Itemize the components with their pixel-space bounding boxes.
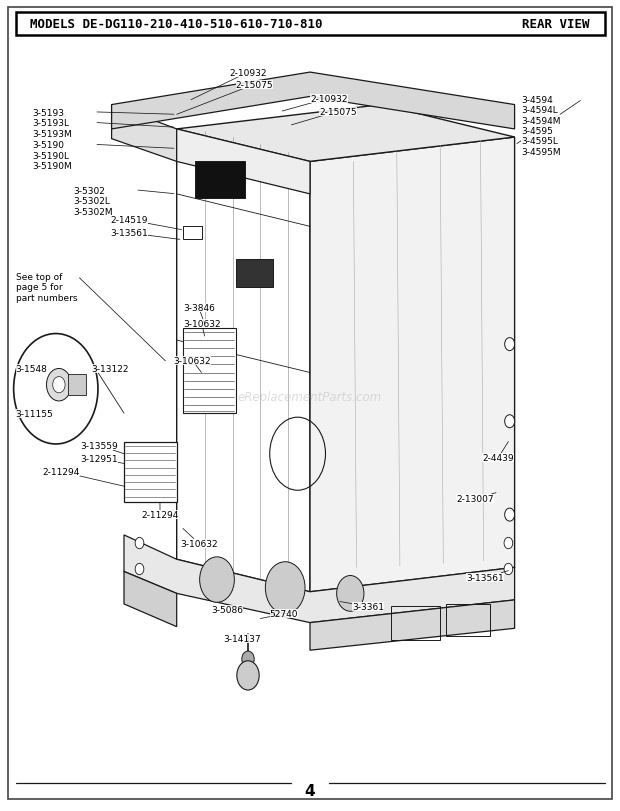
Text: 4: 4	[304, 783, 316, 798]
Circle shape	[46, 369, 71, 401]
Polygon shape	[112, 73, 515, 130]
Text: 52740: 52740	[260, 609, 298, 619]
Text: REAR VIEW: REAR VIEW	[522, 18, 589, 31]
Circle shape	[505, 508, 515, 521]
Text: 3-13559: 3-13559	[81, 441, 124, 454]
Circle shape	[200, 557, 234, 603]
Text: 3-13122: 3-13122	[92, 364, 129, 374]
Text: 2-13007: 2-13007	[456, 493, 496, 504]
Text: 3-5086: 3-5086	[211, 605, 243, 615]
Text: 2-14519: 2-14519	[110, 216, 182, 230]
Polygon shape	[112, 105, 177, 162]
Circle shape	[237, 661, 259, 690]
Text: 2-15075: 2-15075	[291, 107, 357, 126]
Text: 2-11294: 2-11294	[141, 503, 179, 520]
Circle shape	[242, 651, 254, 667]
Text: 3-4594
3-4594L
3-4594M
3-4595
3-4595L
3-4595M: 3-4594 3-4594L 3-4594M 3-4595 3-4595L 3-…	[521, 96, 560, 157]
Circle shape	[505, 338, 515, 351]
Text: 2-11294: 2-11294	[42, 467, 124, 487]
Circle shape	[14, 334, 98, 444]
Circle shape	[265, 562, 305, 614]
Text: 3-5193
3-5193L
3-5193M: 3-5193 3-5193L 3-5193M	[32, 109, 72, 139]
Circle shape	[337, 576, 364, 611]
Circle shape	[504, 538, 513, 549]
Polygon shape	[183, 328, 236, 414]
Text: 3-10632: 3-10632	[174, 356, 211, 373]
Circle shape	[505, 415, 515, 428]
Text: 3-3846: 3-3846	[183, 303, 215, 324]
Text: 3-13561: 3-13561	[110, 229, 180, 240]
Circle shape	[53, 377, 65, 393]
Text: 2-4439: 2-4439	[482, 442, 514, 463]
Polygon shape	[124, 442, 177, 503]
Text: 3-14137: 3-14137	[223, 633, 261, 643]
Text: MODELS DE-DG110-210-410-510-610-710-810: MODELS DE-DG110-210-410-510-610-710-810	[30, 18, 322, 31]
Text: 2-10932: 2-10932	[282, 94, 347, 112]
Text: 3-3361: 3-3361	[340, 602, 384, 611]
Polygon shape	[236, 260, 273, 288]
Text: 2-10932: 2-10932	[191, 68, 267, 101]
Polygon shape	[177, 105, 515, 162]
Text: 3-10632: 3-10632	[183, 320, 221, 337]
Circle shape	[135, 538, 144, 549]
Polygon shape	[124, 535, 515, 623]
Polygon shape	[68, 375, 86, 396]
Text: 3-1548: 3-1548	[16, 364, 47, 374]
Polygon shape	[177, 130, 310, 195]
Polygon shape	[177, 130, 310, 592]
Text: 3-11155: 3-11155	[16, 409, 53, 418]
Polygon shape	[124, 572, 177, 627]
Text: 3-5190
3-5190L
3-5190M: 3-5190 3-5190L 3-5190M	[32, 141, 72, 171]
Polygon shape	[310, 138, 515, 592]
Text: eReplacementParts.com: eReplacementParts.com	[238, 391, 382, 404]
Text: 2-15075: 2-15075	[177, 80, 273, 115]
Text: 3-13561: 3-13561	[466, 571, 508, 582]
Polygon shape	[195, 162, 245, 199]
Circle shape	[135, 564, 144, 575]
Circle shape	[504, 564, 513, 575]
Text: 3-5302
3-5302L
3-5302M: 3-5302 3-5302L 3-5302M	[73, 187, 113, 217]
Polygon shape	[310, 600, 515, 650]
Text: 3-12951: 3-12951	[81, 454, 124, 464]
Bar	[16, 13, 604, 36]
Text: 3-10632: 3-10632	[180, 529, 218, 548]
Text: See top of
page 5 for
part numbers: See top of page 5 for part numbers	[16, 272, 77, 303]
